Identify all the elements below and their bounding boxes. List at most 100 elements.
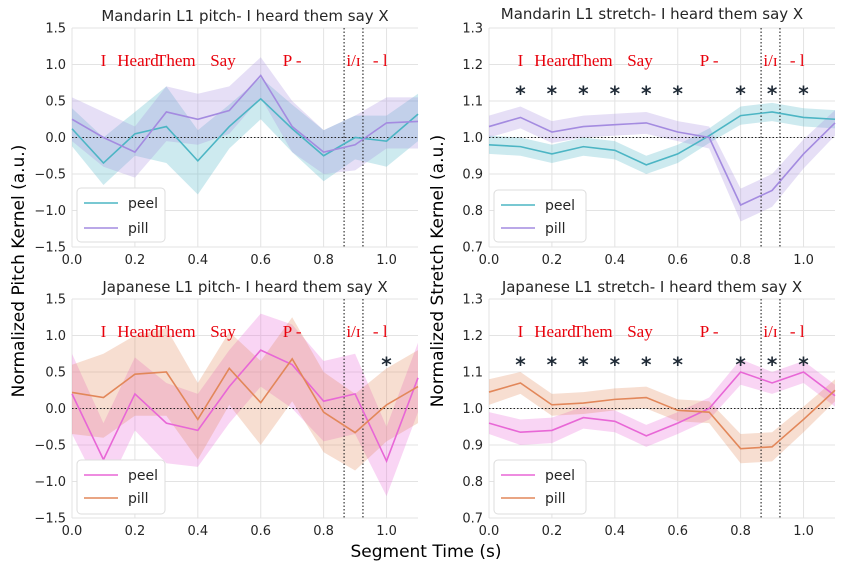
y-tick-label: 0.9 [462, 168, 483, 183]
y-tick-label: 0.0 [45, 402, 66, 417]
y-tick-label: 1.5 [45, 293, 66, 308]
legend-box [493, 189, 587, 243]
x-tick-label: 1.0 [793, 253, 814, 268]
word-label: Them [156, 322, 196, 341]
significance-star: * [735, 82, 746, 106]
significance-star: * [578, 82, 589, 106]
y-tick-label: 1.0 [462, 131, 483, 146]
y-tick-label: 0.8 [462, 204, 483, 219]
word-label: Them [573, 51, 613, 70]
y-axis-label-pitch: Normalized Pitch Kernel (a.u.) [9, 145, 29, 398]
confidence-band-peel [72, 313, 418, 497]
significance-star: * [515, 82, 526, 106]
confidence-bands [489, 102, 835, 222]
x-tick-label: 0.0 [479, 253, 500, 268]
x-tick-label: 0.6 [250, 253, 271, 268]
legend: peel pill [493, 189, 587, 243]
word-label: I [518, 51, 524, 70]
tick-labels: 0.7 0.8 0.9 1.0 1.1 1.2 1.3 0.0 0.2 0.4 0.6 0.8 1.0 [462, 293, 814, 540]
significance-star: * [767, 82, 778, 106]
series-line-pill [488, 382, 836, 450]
series-line-peel [488, 371, 836, 437]
y-tick-label: 0.8 [462, 475, 483, 490]
confidence-band-peel [489, 102, 835, 174]
x-tick-label: 0.4 [604, 524, 625, 539]
x-tick-label: 0.6 [667, 253, 688, 268]
significance-star: * [672, 353, 683, 377]
y-tick-label: 0.7 [462, 512, 483, 527]
legend-label-peel: peel [545, 468, 575, 484]
chart-title: Mandarin L1 stretch- I heard them say X [501, 5, 803, 23]
y-tick-label: 1.2 [462, 58, 483, 73]
significance-star: * [578, 353, 589, 377]
word-label: Say [627, 51, 653, 70]
confidence-band-pill [489, 372, 835, 464]
significance-star: * [381, 353, 392, 377]
x-tick-label: 0.8 [313, 253, 334, 268]
tick-labels: −1.5 −1.0 −0.5 0.0 0.5 1.0 1.5 0.0 0.2 0.4 0.6 0.8 1… [34, 293, 396, 540]
legend-label-peel: peel [545, 198, 575, 214]
significance-star: * [641, 353, 652, 377]
word-label: i/ɪ [346, 322, 360, 341]
legend: peel pill [493, 459, 587, 515]
word-label: I [518, 322, 524, 341]
y-axis-label-stretch: Normalized Stretch Kernel (a.u.) [428, 135, 448, 408]
word-label: i/ɪ [763, 322, 777, 341]
x-tick-label: 0.0 [62, 524, 83, 539]
y-tick-label: 0.0 [45, 131, 66, 146]
tick-labels: −1.5 −1.0 −0.5 0.0 0.5 1.0 1.5 0.0 0.2 0.4 0.6 0.8 1… [34, 22, 396, 269]
series-line-pill [488, 116, 836, 207]
y-tick-label: 1.1 [462, 95, 483, 110]
series-line-pill [71, 357, 419, 434]
legend-box [76, 459, 166, 515]
series-line-peel [71, 97, 419, 165]
y-tick-label: 1.0 [45, 58, 66, 73]
x-tick-label: 1.0 [376, 253, 397, 268]
word-label: P - [700, 322, 719, 341]
y-tick-label: 0.7 [462, 241, 483, 256]
y-tick-label: 1.3 [462, 22, 483, 37]
legend-box [493, 459, 587, 515]
legend-label-pill: pill [545, 491, 566, 507]
word-label: Heard [534, 322, 576, 341]
y-tick-label: −1.5 [34, 241, 66, 256]
significance-star: * [610, 353, 621, 377]
significance-star: * [610, 82, 621, 106]
x-tick-label: 0.8 [313, 524, 334, 539]
legend: peel pill [76, 459, 166, 515]
confidence-band-peel [489, 359, 835, 447]
y-tick-label: −0.5 [34, 168, 66, 183]
x-tick-label: 0.8 [730, 524, 751, 539]
chart-title: Japanese L1 pitch- I heard them say X [101, 278, 387, 296]
x-tick-label: 0.0 [479, 524, 500, 539]
legend-label-pill: pill [545, 221, 566, 237]
significance-star: * [798, 82, 809, 106]
word-label: Heard [117, 51, 159, 70]
word-label: Say [210, 322, 236, 341]
chart-title: Mandarin L1 pitch- I heard them say X [101, 7, 388, 25]
significance-star: * [515, 353, 526, 377]
series-lines [488, 111, 836, 207]
series-line-pill [71, 74, 419, 154]
word-label: - l [790, 322, 805, 341]
x-tick-label: 1.0 [793, 524, 814, 539]
y-tick-label: 1.3 [462, 293, 483, 308]
word-label: P - [283, 51, 302, 70]
significance-star: * [735, 353, 746, 377]
y-tick-label: −1.0 [34, 475, 66, 490]
significance-stars: * * * * * * * * * [515, 82, 809, 106]
confidence-bands [72, 57, 418, 195]
series-line-peel [71, 349, 419, 464]
confidence-band-pill [489, 106, 835, 222]
word-label: Them [573, 322, 613, 341]
grid [71, 298, 418, 519]
confidence-band-pill [72, 57, 418, 178]
word-label: I [101, 51, 107, 70]
y-tick-label: 1.5 [45, 22, 66, 37]
word-label: - l [373, 51, 388, 70]
legend: peel pill [76, 187, 166, 243]
x-tick-label: 0.2 [542, 253, 563, 268]
x-tick-label: 0.0 [62, 253, 83, 268]
